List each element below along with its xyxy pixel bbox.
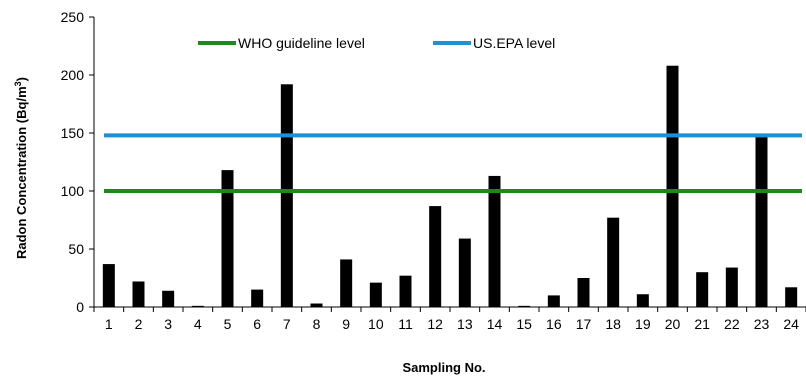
bar-24 bbox=[785, 287, 798, 307]
y-axis-title-unit-suffix: ) bbox=[14, 77, 29, 81]
bar-8 bbox=[310, 303, 323, 307]
x-tick-label-12: 12 bbox=[427, 316, 443, 332]
bar-7 bbox=[280, 84, 293, 307]
bar-18 bbox=[607, 217, 620, 307]
bar-20 bbox=[666, 65, 679, 307]
bar-6 bbox=[251, 289, 264, 307]
x-tick-label-9: 9 bbox=[342, 316, 350, 332]
x-tick-label-14: 14 bbox=[487, 316, 503, 332]
y-tick-label-2: 100 bbox=[61, 183, 85, 199]
x-tick-label-21: 21 bbox=[694, 316, 710, 332]
x-tick-label-22: 22 bbox=[724, 316, 740, 332]
x-tick-label-4: 4 bbox=[194, 316, 202, 332]
bar-1 bbox=[102, 264, 115, 307]
x-tick-label-20: 20 bbox=[665, 316, 681, 332]
x-tick-label-13: 13 bbox=[457, 316, 473, 332]
bar-9 bbox=[340, 259, 353, 307]
bar-12 bbox=[429, 206, 442, 307]
x-tick-label-23: 23 bbox=[754, 316, 770, 332]
x-tick-label-10: 10 bbox=[368, 316, 384, 332]
x-tick-label-17: 17 bbox=[576, 316, 592, 332]
bar-14 bbox=[488, 175, 501, 307]
y-tick-label-4: 200 bbox=[61, 67, 85, 83]
bar-21 bbox=[696, 272, 709, 307]
y-axis-title-unit-prefix: (Bq/m bbox=[14, 86, 29, 123]
x-tick-label-3: 3 bbox=[164, 316, 172, 332]
bar-22 bbox=[725, 267, 738, 307]
bar-10 bbox=[369, 282, 382, 307]
bar-2 bbox=[132, 281, 145, 307]
y-tick-label-1: 50 bbox=[68, 241, 84, 257]
bar-17 bbox=[577, 278, 590, 307]
bar-23 bbox=[755, 135, 768, 307]
x-tick-label-24: 24 bbox=[783, 316, 799, 332]
y-tick-label-3: 150 bbox=[61, 125, 85, 141]
x-tick-label-15: 15 bbox=[516, 316, 532, 332]
bar-15 bbox=[518, 305, 531, 307]
bar-11 bbox=[399, 275, 412, 307]
x-tick-label-16: 16 bbox=[546, 316, 562, 332]
bar-4 bbox=[191, 305, 204, 307]
y-axis-title: Radon Concentration (Bq/m3) bbox=[13, 77, 29, 259]
bar-13 bbox=[458, 238, 471, 307]
x-tick-label-1: 1 bbox=[105, 316, 113, 332]
x-tick-label-11: 11 bbox=[398, 316, 413, 332]
legend-label-1: US.EPA level bbox=[473, 35, 555, 51]
y-tick-label-5: 250 bbox=[61, 9, 85, 25]
bar-16 bbox=[547, 295, 560, 307]
x-axis-title: Sampling No. bbox=[402, 360, 485, 375]
y-tick-label-0: 0 bbox=[76, 299, 84, 315]
x-tick-label-19: 19 bbox=[635, 316, 651, 332]
x-tick-label-6: 6 bbox=[253, 316, 261, 332]
x-tick-label-5: 5 bbox=[224, 316, 232, 332]
bar-5 bbox=[221, 170, 234, 307]
legend-label-0: WHO guideline level bbox=[238, 35, 365, 51]
y-axis-title-unit-sup: 3 bbox=[13, 81, 23, 86]
bar-19 bbox=[636, 294, 649, 307]
x-tick-label-7: 7 bbox=[283, 316, 291, 332]
bar-3 bbox=[162, 290, 175, 307]
x-tick-label-18: 18 bbox=[605, 316, 621, 332]
y-axis-title-main: Radon Concentration bbox=[14, 127, 29, 259]
svg-text:Radon Concentration (Bq/m3): Radon Concentration (Bq/m3) bbox=[13, 77, 29, 259]
x-tick-label-2: 2 bbox=[135, 316, 143, 332]
x-tick-label-8: 8 bbox=[313, 316, 321, 332]
